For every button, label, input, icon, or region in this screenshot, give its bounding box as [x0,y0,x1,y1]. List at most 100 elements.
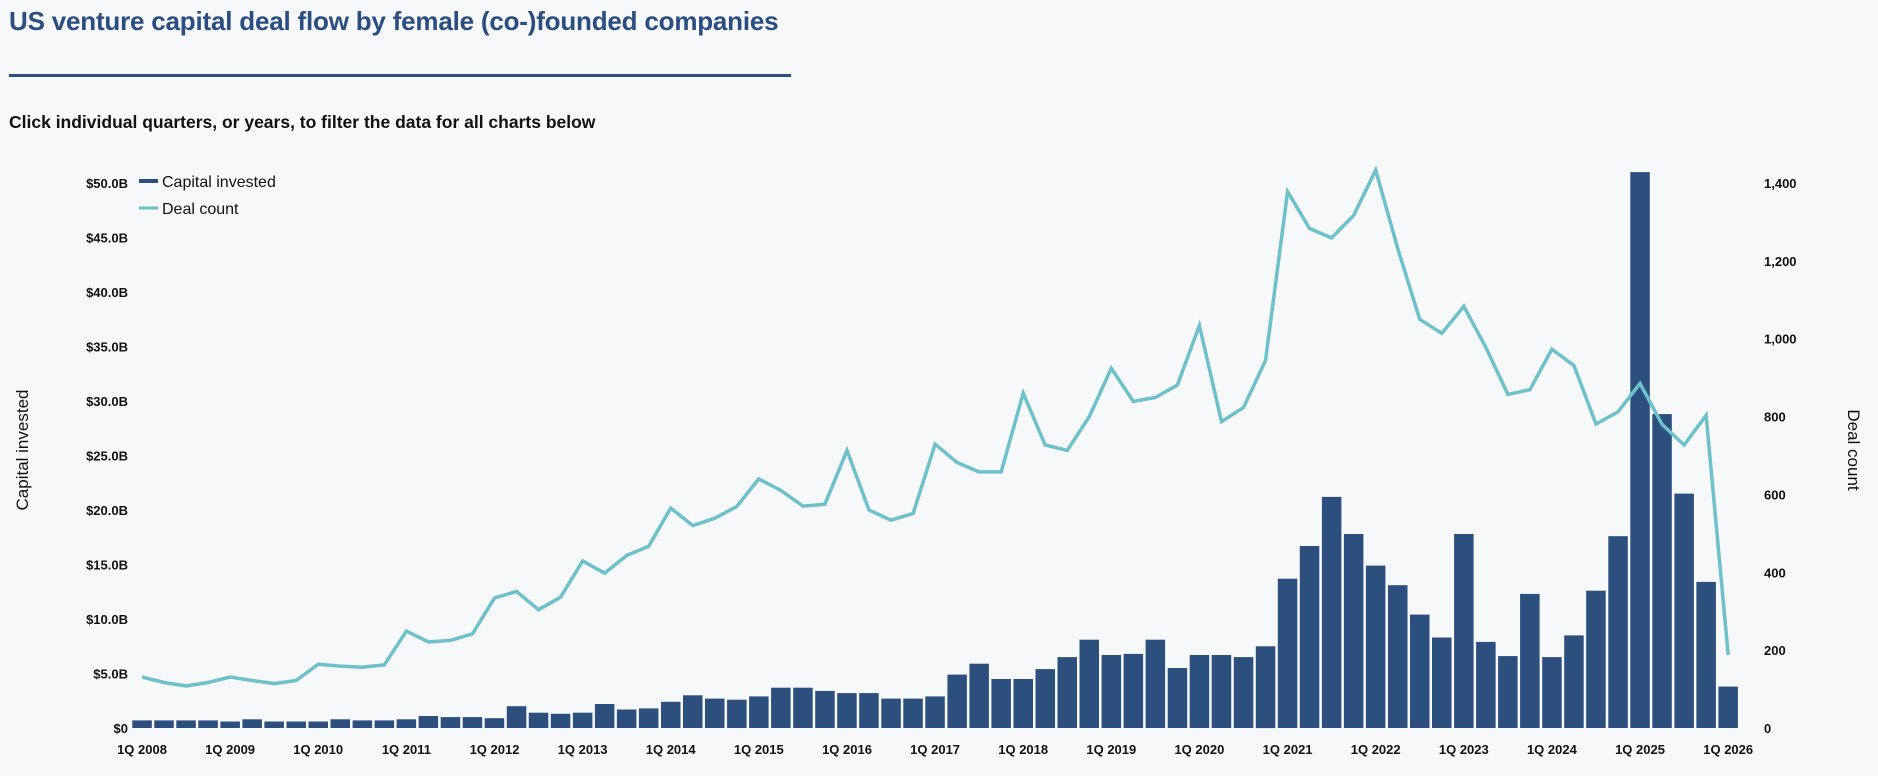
capital-bar[interactable] [969,663,989,728]
legend-label-capital[interactable]: Capital invested [162,174,276,191]
capital-bar[interactable] [1101,655,1122,728]
capital-bar[interactable] [837,693,857,728]
capital-bar[interactable] [462,717,483,728]
capital-bar[interactable] [1365,565,1386,728]
capital-bar[interactable] [1410,614,1430,728]
x-tick-label[interactable]: 1Q 2010 [293,742,343,757]
capital-bar[interactable] [1167,668,1188,728]
left-tick-label: $15.0B [86,558,128,573]
x-tick-label[interactable]: 1Q 2012 [470,742,520,757]
capital-bar[interactable] [661,701,681,728]
capital-bar[interactable] [308,721,329,729]
capital-bar[interactable] [947,674,967,728]
capital-bar[interactable] [1013,679,1034,728]
legend[interactable]: Capital invested Deal count [139,174,276,218]
capital-bar[interactable] [484,718,505,728]
capital-bar[interactable] [286,721,307,729]
capital-bar[interactable] [1299,546,1320,728]
capital-bar[interactable] [1189,655,1210,728]
capital-bar[interactable] [1432,637,1452,729]
x-tick-label[interactable]: 1Q 2011 [382,742,431,757]
capital-bar[interactable] [418,716,439,728]
capital-bar[interactable] [242,719,262,728]
capital-bar[interactable] [572,712,593,728]
capital-bar[interactable] [1476,641,1496,728]
capital-bar[interactable] [1321,496,1342,728]
capital-bar[interactable] [815,690,835,728]
x-tick-label[interactable]: 1Q 2014 [646,742,697,757]
capital-bar[interactable] [638,708,659,728]
capital-bar[interactable] [1498,656,1518,728]
capital-bar[interactable] [352,720,373,728]
x-tick-label[interactable]: 1Q 2013 [558,742,608,757]
capital-bar[interactable] [594,704,615,728]
capital-bar[interactable] [881,698,901,728]
x-tick-label[interactable]: 1Q 2017 [910,742,960,757]
capital-bar[interactable] [925,696,945,728]
capital-bar[interactable] [176,720,196,728]
x-tick-label[interactable]: 1Q 2024 [1527,742,1578,757]
capital-bar[interactable] [1718,686,1738,728]
x-tick-label[interactable]: 1Q 2008 [117,742,167,757]
capital-bar[interactable] [1586,590,1606,728]
capital-bar[interactable] [1542,657,1562,728]
capital-bar[interactable] [374,720,395,728]
capital-bar[interactable] [132,720,152,728]
capital-bar[interactable] [727,699,747,728]
capital-bar[interactable] [1388,585,1408,728]
capital-bar[interactable] [903,698,923,728]
capital-bar[interactable] [1454,534,1474,728]
capital-bar[interactable] [1233,657,1254,728]
capital-bar[interactable] [1145,639,1166,728]
capital-bar[interactable] [528,712,549,728]
capital-bar[interactable] [1608,536,1628,728]
x-tick-label[interactable]: 1Q 2022 [1351,742,1401,757]
capital-bar[interactable] [1079,639,1100,728]
x-tick-label[interactable]: 1Q 2025 [1615,742,1665,757]
x-tick-label[interactable]: 1Q 2016 [822,742,872,757]
capital-bar[interactable] [154,720,174,728]
capital-bar[interactable] [1343,534,1364,728]
capital-bar[interactable] [859,693,879,728]
capital-bar[interactable] [1255,646,1276,729]
capital-bar[interactable] [396,719,417,728]
capital-bar[interactable] [1057,657,1078,728]
x-tick-label[interactable]: 1Q 2026 [1703,742,1753,757]
x-tick-label[interactable]: 1Q 2009 [205,742,255,757]
x-tick-label[interactable]: 1Q 2018 [998,742,1048,757]
capital-bar[interactable] [550,713,571,728]
capital-bar[interactable] [1696,581,1716,728]
legend-label-deals[interactable]: Deal count [162,201,239,218]
capital-bar[interactable] [1520,593,1540,728]
capital-bar[interactable] [264,721,284,729]
capital-bar[interactable] [616,709,637,729]
x-tick-label[interactable]: 1Q 2023 [1439,742,1489,757]
capital-bar[interactable] [1674,493,1694,728]
capital-bar[interactable] [1035,669,1056,728]
x-tick-label[interactable]: 1Q 2020 [1174,742,1224,757]
right-tick-label: 1,200 [1764,254,1797,269]
capital-bar[interactable] [1630,172,1650,729]
capital-bar[interactable] [220,721,240,729]
capital-bar[interactable] [771,687,791,728]
capital-bar[interactable] [1564,635,1584,728]
capital-bar[interactable] [440,717,461,728]
x-tick-label[interactable]: 1Q 2021 [1263,742,1313,757]
capital-bar[interactable] [1211,655,1232,728]
capital-bar[interactable] [991,679,1011,728]
capital-bar[interactable] [1652,414,1672,728]
x-tick-label[interactable]: 1Q 2019 [1086,742,1136,757]
left-tick-label: $5.0B [93,667,128,682]
capital-bar[interactable] [330,719,351,728]
x-tick-label[interactable]: 1Q 2015 [734,742,784,757]
capital-bar[interactable] [1123,653,1144,728]
capital-bar[interactable] [198,720,218,728]
capital-bar[interactable] [1277,578,1298,728]
capital-bar[interactable] [793,687,813,728]
capital-bar[interactable] [683,695,703,728]
capital-bar[interactable] [506,706,527,728]
capital-bar[interactable] [749,696,769,728]
deal-count-line[interactable] [141,165,1730,688]
capital-bar[interactable] [705,698,725,728]
